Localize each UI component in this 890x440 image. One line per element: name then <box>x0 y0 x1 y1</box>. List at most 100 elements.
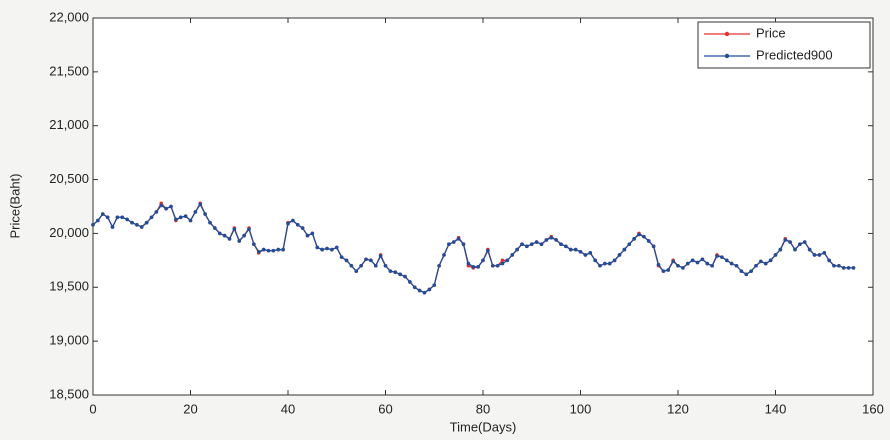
data-point <box>505 258 510 263</box>
data-point <box>476 265 480 269</box>
data-point <box>271 248 276 253</box>
data-point <box>500 261 505 266</box>
data-point <box>213 226 217 230</box>
data-point <box>812 253 817 257</box>
data-point <box>261 247 266 252</box>
data-point <box>193 210 198 214</box>
data-point <box>642 234 646 239</box>
data-point <box>661 269 666 273</box>
legend: Price Predicted900 <box>697 21 871 69</box>
data-point <box>427 287 432 292</box>
data-point <box>583 253 588 257</box>
data-point <box>817 253 822 257</box>
data-point <box>851 266 856 270</box>
data-point <box>217 231 222 236</box>
legend-marker <box>724 31 730 37</box>
data-point <box>339 255 344 259</box>
data-point <box>598 263 602 268</box>
data-point <box>188 218 193 223</box>
data-point <box>807 247 812 252</box>
data-point <box>369 258 373 263</box>
legend-box <box>697 21 871 69</box>
data-point <box>486 248 490 253</box>
data-point <box>729 261 734 266</box>
y-tick-label: 20,000 <box>49 225 89 240</box>
data-point <box>846 266 851 270</box>
data-point <box>802 240 807 244</box>
data-point <box>539 242 544 246</box>
data-point <box>651 244 656 249</box>
legend-marker <box>724 53 730 59</box>
data-point <box>198 202 203 207</box>
data-point <box>349 263 354 268</box>
y-tick-label: 18,500 <box>49 386 89 401</box>
y-tick-label: 19,000 <box>49 333 89 348</box>
data-point <box>500 258 505 263</box>
data-point <box>437 263 441 268</box>
data-point <box>788 240 792 244</box>
data-point <box>183 214 188 218</box>
data-point <box>149 215 154 220</box>
data-point <box>174 217 178 222</box>
x-tick-label: 0 <box>89 401 96 416</box>
x-tick-label: 160 <box>862 401 884 416</box>
data-point <box>529 242 534 246</box>
data-point <box>91 223 95 227</box>
data-point <box>793 247 797 252</box>
data-point <box>461 242 466 246</box>
data-point <box>578 249 583 254</box>
data-point <box>593 258 597 263</box>
x-tick-label: 80 <box>476 401 490 416</box>
data-point <box>739 269 744 273</box>
data-point <box>822 251 827 255</box>
data-point <box>330 247 334 252</box>
data-point <box>242 233 246 238</box>
data-point <box>252 242 256 246</box>
plot-area <box>92 17 874 396</box>
data-point <box>690 258 695 263</box>
data-point <box>412 285 417 290</box>
data-point <box>300 226 305 230</box>
x-tick-label: 60 <box>378 401 392 416</box>
data-point <box>159 203 164 208</box>
data-point <box>646 239 651 243</box>
data-point <box>286 221 290 226</box>
data-point <box>759 259 763 264</box>
data-point <box>295 223 300 227</box>
data-point <box>515 247 519 252</box>
data-point <box>607 261 612 266</box>
data-point <box>832 263 836 268</box>
data-point <box>208 220 212 225</box>
data-point <box>139 225 144 229</box>
data-point <box>700 257 705 262</box>
data-point <box>130 220 134 225</box>
y-tick-label: 22,000 <box>49 9 89 24</box>
data-point <box>276 247 281 252</box>
data-point <box>291 218 295 223</box>
data-point <box>564 244 568 249</box>
legend-label: Predicted900 <box>756 47 833 62</box>
data-point <box>169 204 173 209</box>
data-point <box>749 269 753 273</box>
data-point <box>773 253 778 257</box>
data-point <box>442 253 446 257</box>
data-point <box>178 215 183 220</box>
data-point <box>525 244 529 249</box>
data-point <box>724 258 729 263</box>
data-point <box>320 247 324 252</box>
data-point <box>612 258 617 263</box>
data-point <box>398 272 402 277</box>
data-point <box>354 269 359 273</box>
data-point <box>481 258 485 263</box>
data-point <box>627 242 632 246</box>
data-point <box>549 235 554 240</box>
data-point <box>266 248 271 253</box>
data-point <box>490 263 495 268</box>
data-point <box>798 242 802 246</box>
data-point <box>720 255 724 259</box>
data-point <box>671 259 675 264</box>
data-point <box>744 272 749 277</box>
data-point <box>144 220 149 225</box>
data-point <box>783 238 788 242</box>
data-point <box>281 247 285 252</box>
